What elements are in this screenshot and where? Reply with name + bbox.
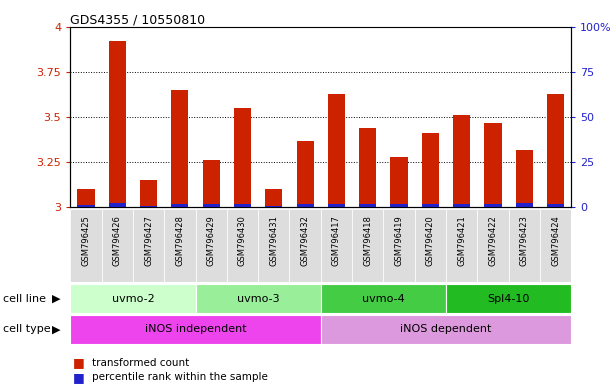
- Text: GDS4355 / 10550810: GDS4355 / 10550810: [70, 13, 205, 26]
- FancyBboxPatch shape: [133, 209, 164, 282]
- Text: GSM796432: GSM796432: [301, 215, 310, 266]
- Bar: [78, 189, 95, 207]
- Text: Spl4-10: Spl4-10: [488, 293, 530, 304]
- Bar: [265, 206, 282, 207]
- Bar: [203, 161, 220, 207]
- FancyBboxPatch shape: [540, 209, 571, 282]
- Text: GSM796428: GSM796428: [175, 215, 185, 266]
- Bar: [422, 133, 439, 207]
- FancyBboxPatch shape: [446, 209, 477, 282]
- FancyBboxPatch shape: [70, 315, 321, 344]
- Text: GSM796417: GSM796417: [332, 215, 341, 266]
- Bar: [328, 204, 345, 207]
- Text: ▶: ▶: [52, 293, 60, 304]
- Bar: [547, 204, 564, 207]
- Text: cell type: cell type: [3, 324, 51, 334]
- Text: GSM796430: GSM796430: [238, 215, 247, 266]
- Bar: [296, 204, 313, 207]
- Text: iNOS dependent: iNOS dependent: [400, 324, 492, 334]
- FancyBboxPatch shape: [321, 284, 446, 313]
- Bar: [171, 204, 188, 207]
- Text: GSM796424: GSM796424: [551, 215, 560, 266]
- FancyBboxPatch shape: [70, 209, 101, 282]
- Bar: [390, 157, 408, 207]
- FancyBboxPatch shape: [415, 209, 446, 282]
- Bar: [485, 122, 502, 207]
- Text: GSM796418: GSM796418: [364, 215, 372, 266]
- Text: GSM796419: GSM796419: [395, 215, 403, 266]
- Text: GSM796421: GSM796421: [457, 215, 466, 266]
- Bar: [453, 115, 470, 207]
- Text: GSM796427: GSM796427: [144, 215, 153, 266]
- Bar: [516, 150, 533, 207]
- Text: uvmo-3: uvmo-3: [237, 293, 279, 304]
- Bar: [109, 41, 126, 207]
- Bar: [234, 108, 251, 207]
- Bar: [390, 204, 408, 207]
- Text: ■: ■: [73, 356, 85, 369]
- FancyBboxPatch shape: [321, 209, 352, 282]
- Bar: [140, 180, 157, 207]
- Text: percentile rank within the sample: percentile rank within the sample: [92, 372, 268, 382]
- Text: iNOS independent: iNOS independent: [145, 324, 246, 334]
- Bar: [140, 206, 157, 207]
- FancyBboxPatch shape: [227, 209, 258, 282]
- FancyBboxPatch shape: [258, 209, 290, 282]
- FancyBboxPatch shape: [509, 209, 540, 282]
- Text: GSM796422: GSM796422: [489, 215, 497, 266]
- Bar: [265, 189, 282, 207]
- Bar: [203, 204, 220, 207]
- Bar: [78, 205, 95, 207]
- Text: cell line: cell line: [3, 293, 46, 304]
- Bar: [359, 204, 376, 207]
- Bar: [296, 141, 313, 207]
- Bar: [109, 203, 126, 207]
- FancyBboxPatch shape: [290, 209, 321, 282]
- FancyBboxPatch shape: [101, 209, 133, 282]
- Text: uvmo-4: uvmo-4: [362, 293, 404, 304]
- Bar: [547, 94, 564, 207]
- Bar: [359, 128, 376, 207]
- Bar: [171, 90, 188, 207]
- FancyBboxPatch shape: [477, 209, 509, 282]
- Text: transformed count: transformed count: [92, 358, 189, 368]
- Text: uvmo-2: uvmo-2: [112, 293, 154, 304]
- Bar: [453, 204, 470, 207]
- FancyBboxPatch shape: [352, 209, 384, 282]
- Text: ▶: ▶: [52, 324, 60, 334]
- Bar: [516, 203, 533, 207]
- Bar: [234, 204, 251, 207]
- Bar: [485, 204, 502, 207]
- FancyBboxPatch shape: [70, 284, 196, 313]
- Text: GSM796420: GSM796420: [426, 215, 435, 266]
- FancyBboxPatch shape: [196, 284, 321, 313]
- FancyBboxPatch shape: [196, 209, 227, 282]
- Text: GSM796423: GSM796423: [520, 215, 529, 266]
- Text: GSM796426: GSM796426: [113, 215, 122, 266]
- Text: GSM796429: GSM796429: [207, 215, 216, 266]
- Bar: [422, 204, 439, 207]
- FancyBboxPatch shape: [164, 209, 196, 282]
- FancyBboxPatch shape: [384, 209, 415, 282]
- FancyBboxPatch shape: [321, 315, 571, 344]
- FancyBboxPatch shape: [446, 284, 571, 313]
- Bar: [328, 94, 345, 207]
- Text: GSM796431: GSM796431: [269, 215, 278, 266]
- Text: GSM796425: GSM796425: [81, 215, 90, 266]
- Text: ■: ■: [73, 371, 85, 384]
